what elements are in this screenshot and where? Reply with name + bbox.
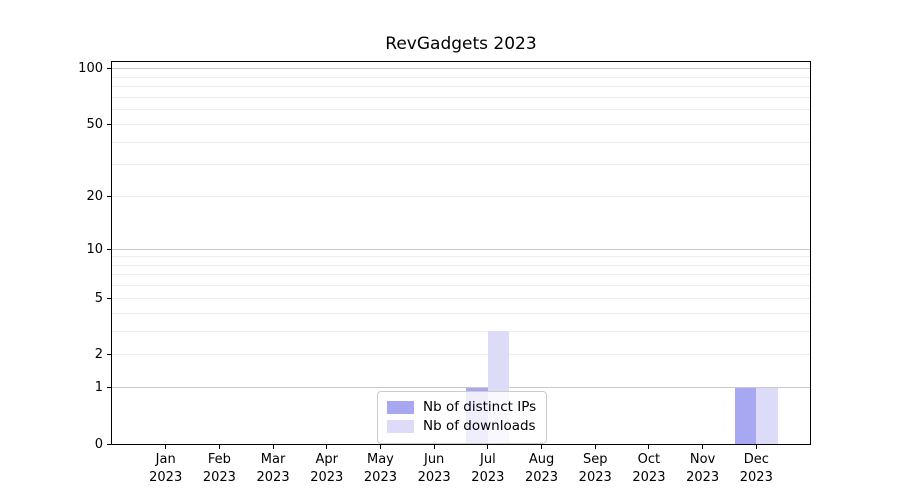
y-tick-mark xyxy=(107,195,111,197)
x-tick-mark xyxy=(487,445,489,449)
gridline-minor xyxy=(112,109,810,111)
gridline-minor xyxy=(112,141,810,143)
x-tick-label: May 2023 xyxy=(363,452,397,485)
legend-label: Nb of downloads xyxy=(423,418,536,434)
gridline-minor xyxy=(112,354,810,356)
x-tick-mark xyxy=(755,445,757,449)
gridline-minor xyxy=(112,96,810,98)
bar-nb-of-downloads xyxy=(756,387,778,444)
y-tick-label: 5 xyxy=(94,290,103,306)
y-tick-mark xyxy=(107,248,111,250)
y-tick-mark xyxy=(107,68,111,70)
x-tick-label: Oct 2023 xyxy=(632,452,666,485)
gridline-minor xyxy=(112,123,810,125)
x-tick-label: Aug 2023 xyxy=(524,452,559,485)
gridline-minor xyxy=(112,256,810,258)
legend-swatch-icon xyxy=(387,420,414,433)
gridline-minor xyxy=(112,264,810,266)
gridline-minor xyxy=(112,86,810,88)
bar-nb-of-distinct-ips xyxy=(734,387,757,444)
x-tick-label: Nov 2023 xyxy=(686,452,720,485)
x-tick-label: Mar 2023 xyxy=(256,452,290,485)
y-tick-mark xyxy=(107,354,111,356)
y-tick-label: 20 xyxy=(86,188,103,204)
x-tick-mark xyxy=(541,445,543,449)
x-tick-label: Apr 2023 xyxy=(310,452,344,485)
gridline-major xyxy=(112,68,810,70)
x-tick-label: Jan 2023 xyxy=(149,452,183,485)
y-tick-label: 2 xyxy=(94,347,103,363)
grid-layer xyxy=(112,62,810,444)
gridline-minor xyxy=(112,76,810,78)
x-tick-label: Jul 2023 xyxy=(471,452,505,485)
x-tick-label: Sep 2023 xyxy=(578,452,612,485)
legend-row: Nb of downloads xyxy=(387,418,536,435)
gridline-major xyxy=(112,387,810,389)
gridline-minor xyxy=(112,195,810,197)
gridline-minor xyxy=(112,312,810,314)
x-tick-label: Jun 2023 xyxy=(417,452,451,485)
legend-label: Nb of distinct IPs xyxy=(423,399,537,415)
gridline-major xyxy=(112,248,810,250)
x-tick-mark xyxy=(648,445,650,449)
y-tick-label: 10 xyxy=(86,241,103,257)
legend-swatch-icon xyxy=(387,401,414,414)
x-tick-mark xyxy=(326,445,328,449)
x-tick-mark xyxy=(594,445,596,449)
x-tick-mark xyxy=(379,445,381,449)
y-tick-label: 1 xyxy=(94,380,103,396)
legend: Nb of distinct IPs Nb of downloads xyxy=(377,391,548,444)
chart-title: RevGadgets 2023 xyxy=(385,34,537,54)
x-tick-label: Dec 2023 xyxy=(739,452,773,485)
gridline-minor xyxy=(112,164,810,166)
x-tick-mark xyxy=(165,445,167,449)
legend-row: Nb of distinct IPs xyxy=(387,399,536,416)
gridline-minor xyxy=(112,297,810,299)
x-tick-mark xyxy=(218,445,220,449)
y-tick-mark xyxy=(107,297,111,299)
y-tick-label: 100 xyxy=(78,61,103,77)
gridline-minor xyxy=(112,330,810,332)
x-tick-mark xyxy=(433,445,435,449)
y-tick-mark xyxy=(107,387,111,389)
x-tick-mark xyxy=(272,445,274,449)
x-tick-mark xyxy=(702,445,704,449)
y-tick-mark xyxy=(107,123,111,125)
plot-area xyxy=(111,61,811,445)
gridline-minor xyxy=(112,285,810,287)
y-tick-label: 0 xyxy=(94,436,103,452)
y-tick-label: 50 xyxy=(86,116,103,132)
bar-layer xyxy=(112,62,810,444)
y-tick-mark xyxy=(107,443,111,445)
gridline-minor xyxy=(112,274,810,276)
x-tick-label: Feb 2023 xyxy=(202,452,236,485)
